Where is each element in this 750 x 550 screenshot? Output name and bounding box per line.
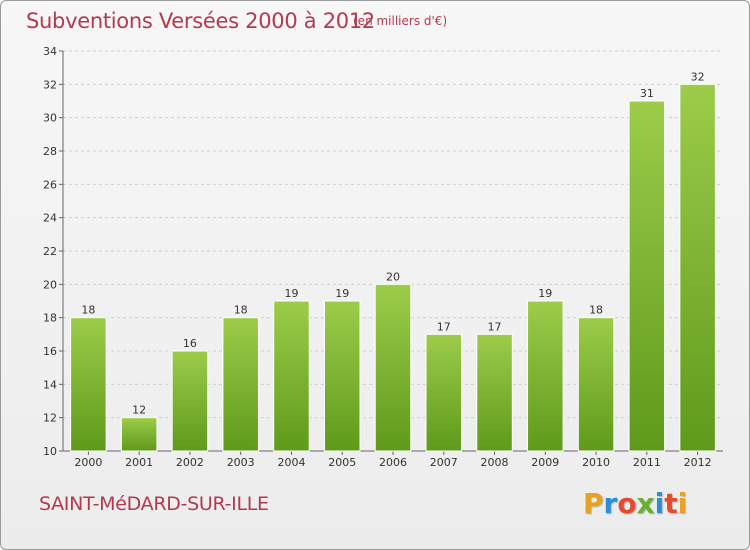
logo-letter: x — [636, 487, 655, 520]
y-tick-label: 26 — [43, 178, 57, 191]
bar-2009 — [527, 300, 564, 452]
x-tick-label: 2008 — [481, 456, 509, 469]
logo-letter: t — [664, 487, 678, 520]
x-tick-label: 2009 — [531, 456, 559, 469]
x-tick-label: 2003 — [227, 456, 255, 469]
y-tick-label: 34 — [43, 45, 57, 58]
chart-title: Subventions Versées 2000 à 2012 — [26, 9, 375, 33]
y-tick-label: 32 — [43, 78, 57, 91]
bar-2003 — [222, 317, 259, 452]
x-tick-label: 2002 — [176, 456, 204, 469]
x-tick-label: 2005 — [328, 456, 356, 469]
bar-2010 — [577, 317, 615, 452]
x-tick-label: 2010 — [582, 456, 610, 469]
logo-letter: i — [677, 487, 688, 520]
labels: 10 12 14 16 18 20 22 24 26 28 30 32 34 18 2000 12 2001 16… — [43, 45, 712, 469]
y-tick-label: 10 — [43, 445, 57, 458]
bar-2005 — [323, 300, 361, 452]
y-tick-label: 14 — [43, 378, 57, 391]
y-tick-label: 22 — [43, 245, 57, 258]
bar-2002 — [171, 350, 209, 452]
bar-2011 — [628, 100, 666, 452]
bar-value-label: 18 — [589, 304, 603, 317]
bar-value-label: 19 — [538, 287, 552, 300]
commune-name: SAINT-MéDARD-SUR-ILLE — [39, 493, 269, 515]
bar-value-label: 32 — [691, 70, 705, 83]
bar-value-label: 17 — [437, 320, 451, 333]
y-tick-label: 28 — [43, 145, 57, 158]
bar-value-label: 31 — [640, 87, 654, 100]
bar-2008 — [476, 333, 513, 452]
bar-value-label: 19 — [284, 287, 298, 300]
bar-2004 — [273, 300, 310, 452]
y-tick-label: 20 — [43, 278, 57, 291]
x-tick-label: 2011 — [633, 456, 661, 469]
logo-letter: i — [654, 487, 665, 520]
bar-2007 — [425, 333, 463, 452]
proxiti-logo: Proxiti — [583, 487, 687, 520]
bar-value-label: 12 — [132, 404, 146, 417]
x-tick-label: 2012 — [684, 456, 712, 469]
bar-value-label: 19 — [335, 287, 349, 300]
chart-subtitle: (en milliers d'€) — [353, 14, 448, 28]
bars — [70, 83, 716, 452]
bar-2000 — [70, 317, 107, 452]
bar-2012 — [679, 83, 716, 452]
logo-letter: r — [603, 487, 618, 520]
x-tick-label: 2006 — [379, 456, 407, 469]
bar-value-label: 18 — [234, 304, 248, 317]
x-tick-label: 2007 — [430, 456, 458, 469]
x-tick-label: 2001 — [125, 456, 153, 469]
y-tick-label: 16 — [43, 345, 57, 358]
bar-value-label: 20 — [386, 270, 400, 283]
logo-letter: o — [617, 487, 637, 520]
logo-letter: P — [583, 487, 604, 520]
y-tick-label: 18 — [43, 312, 57, 325]
y-tick-label: 24 — [43, 212, 57, 225]
bar-value-label: 17 — [488, 320, 502, 333]
bar-2006 — [374, 283, 412, 452]
x-tick-label: 2000 — [74, 456, 102, 469]
bar-value-label: 18 — [81, 304, 95, 317]
y-tick-label: 30 — [43, 112, 57, 125]
x-tick-label: 2004 — [277, 456, 305, 469]
y-tick-label: 12 — [43, 412, 57, 425]
bar-2001 — [120, 417, 158, 452]
bar-value-label: 16 — [183, 337, 197, 350]
